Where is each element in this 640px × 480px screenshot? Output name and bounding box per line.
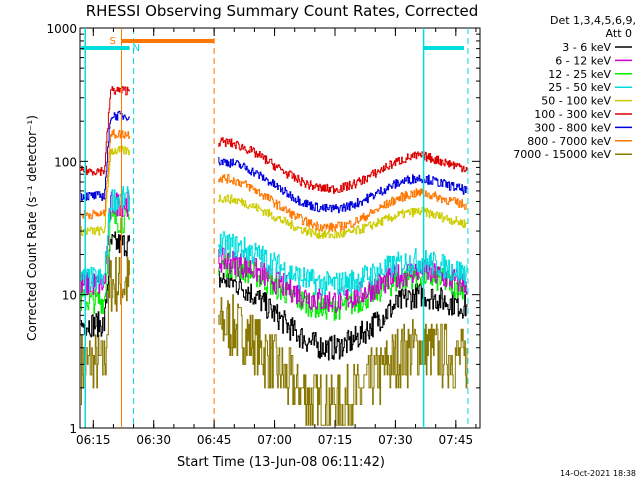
y-tick-label: 100: [54, 155, 77, 169]
series-line-8-seg1: [218, 294, 468, 426]
legend-label-0: 3 - 6 keV: [562, 41, 611, 54]
series-line-4-seg1: [218, 194, 468, 239]
series-line-7-seg1: [218, 173, 468, 232]
legend-label-2: 12 - 25 keV: [548, 68, 611, 81]
series-line-2-seg1: [218, 252, 468, 321]
series-layer: [80, 86, 468, 426]
series-line-3-seg1: [218, 231, 468, 296]
series-line-0-seg1: [218, 269, 468, 361]
x-tick-label: 06:45: [197, 433, 232, 447]
legend-subtitle: Att 0: [606, 27, 632, 40]
x-tick-label: 07:30: [378, 433, 413, 447]
legend-label-7: 800 - 7000 keV: [527, 135, 611, 148]
marker-layer: SN: [81, 28, 469, 428]
x-tick-label: 06:30: [136, 433, 171, 447]
s-label: S: [109, 36, 115, 47]
x-tick-label: 07:45: [439, 433, 474, 447]
footer-timestamp: 14-Oct-2021 18:38: [560, 469, 636, 478]
legend-label-4: 50 - 100 keV: [541, 95, 611, 108]
x-tick-label: 06:15: [76, 433, 111, 447]
n-label: N: [133, 43, 140, 54]
y-tick-label: 1000: [46, 22, 77, 36]
legend-label-5: 100 - 300 keV: [534, 108, 611, 121]
y-tick-label: 10: [62, 289, 77, 303]
x-tick-label: 07:00: [257, 433, 292, 447]
x-axis-label: Start Time (13-Jun-08 06:11:42): [177, 455, 385, 470]
legend-label-3: 25 - 50 keV: [548, 81, 611, 94]
legend-label-6: 300 - 800 keV: [534, 121, 611, 134]
y-tick-label: 1: [69, 422, 77, 436]
plot-area: [79, 27, 481, 429]
legend-title: Det 1,3,4,5,6,9,: [550, 14, 636, 27]
legend-label-8: 7000 - 15000 keV: [513, 148, 611, 161]
series-line-8-seg0: [80, 257, 130, 405]
x-tick-label: 07:15: [318, 433, 353, 447]
legend-label-1: 6 - 12 keV: [555, 54, 611, 67]
y-axis-label: Corrected Count Rate (s⁻¹ detector⁻¹): [25, 115, 39, 341]
series-line-5-seg1: [218, 137, 468, 194]
axis-layer: 1 10 100 1000 06:15 06:30 06:45 07:00 07:15 07:30…: [46, 22, 480, 447]
chart-title: RHESSI Observing Summary Count Rates, Co…: [86, 2, 479, 20]
series-line-6-seg1: [218, 157, 468, 214]
